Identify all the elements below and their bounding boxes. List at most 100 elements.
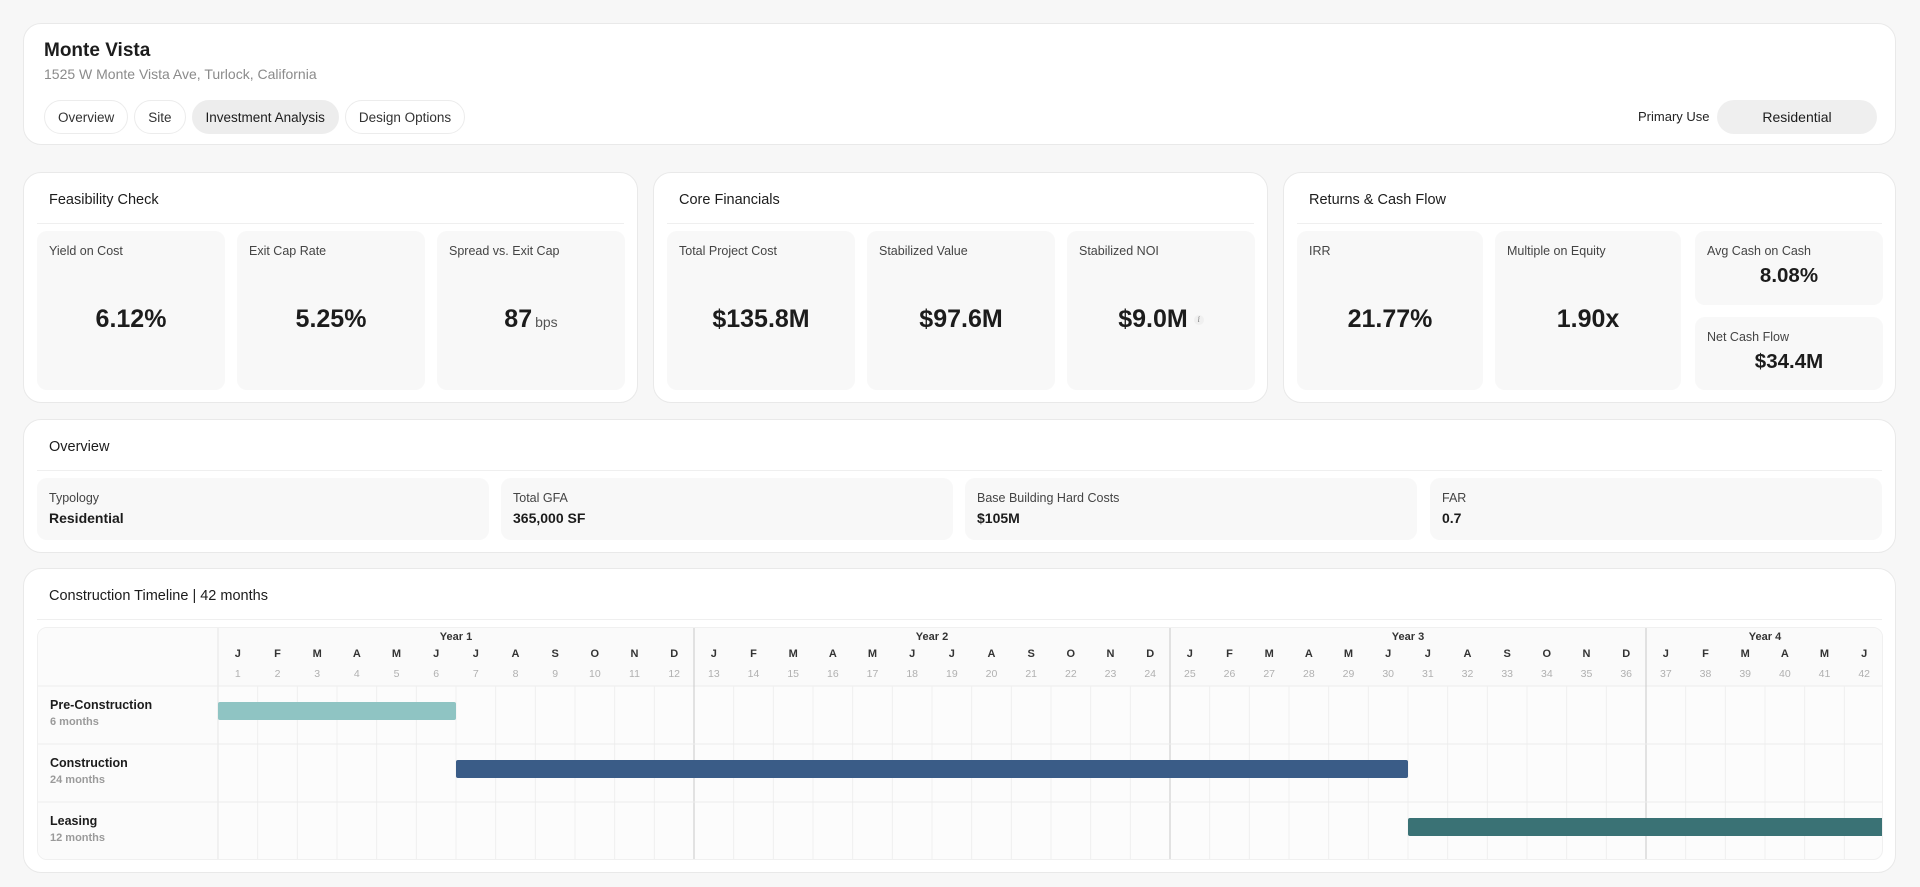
metric-value: $135.8M: [712, 305, 810, 333]
month-number: 41: [1819, 668, 1831, 680]
month-number: 23: [1105, 668, 1117, 680]
overview-tile-base-building-hard-costs: Base Building Hard Costs $105M: [965, 478, 1417, 540]
overview-tile-far: FAR 0.7: [1430, 478, 1882, 540]
month-number: 17: [867, 668, 879, 680]
info-icon[interactable]: i: [1193, 315, 1204, 326]
month-number: 16: [827, 668, 839, 680]
month-letter: M: [868, 648, 877, 660]
metric-value: 8.08%: [1759, 264, 1819, 287]
month-letter: A: [1781, 648, 1789, 660]
month-letter: J: [1663, 648, 1669, 660]
month-number: 21: [1025, 668, 1037, 680]
month-number: 18: [906, 668, 918, 680]
metric-value: 87: [504, 305, 533, 333]
phase-bar: [1408, 818, 1882, 836]
month-number: 33: [1501, 668, 1513, 680]
month-number: 27: [1263, 668, 1275, 680]
month-letter: M: [392, 648, 401, 660]
month-number: 29: [1343, 668, 1355, 680]
phase-bar: [218, 702, 456, 720]
month-letter: D: [670, 648, 678, 660]
tab-investment-analysis[interactable]: Investment Analysis: [191, 100, 339, 134]
project-title: Monte Vista: [44, 40, 151, 61]
month-number: 36: [1620, 668, 1632, 680]
month-number: 28: [1303, 668, 1315, 680]
month-letter: A: [829, 648, 837, 660]
tab-overview[interactable]: Overview: [44, 100, 129, 134]
month-letter: F: [1702, 648, 1709, 660]
month-letter: J: [949, 648, 955, 660]
month-number: 12: [668, 668, 680, 680]
phase-name: Pre-Construction: [50, 698, 152, 712]
month-number: 13: [708, 668, 720, 680]
phase-duration: 24 months: [50, 774, 105, 786]
phase-name: Leasing: [50, 814, 97, 828]
tab-bar: Overview Site Investment Analysis Design…: [44, 100, 466, 134]
metric-value: 6.12%: [95, 305, 167, 333]
header-bg: [218, 628, 1882, 686]
month-number: 8: [513, 668, 519, 680]
card-title: Core Financials: [679, 192, 780, 208]
tab-site[interactable]: Site: [134, 100, 186, 134]
metric-label: Avg Cash on Cash: [1707, 244, 1811, 258]
year-label: Year 3: [1392, 631, 1424, 643]
month-letter: F: [750, 648, 757, 660]
month-number: 31: [1422, 668, 1434, 680]
month-number: 32: [1462, 668, 1474, 680]
overview-value: 365,000 SF: [513, 510, 586, 526]
card-title: Returns & Cash Flow: [1309, 192, 1446, 208]
month-number: 9: [552, 668, 558, 680]
month-number: 24: [1144, 668, 1156, 680]
metric-label: Net Cash Flow: [1707, 330, 1789, 344]
month-letter: N: [1107, 648, 1115, 660]
metric-tile-multiple-on-equity: Multiple on Equity 1.90x: [1495, 231, 1681, 390]
month-number: 3: [314, 668, 320, 680]
overview-tile-typology: Typology Residential: [37, 478, 489, 540]
overview-label: FAR: [1442, 491, 1467, 505]
metric-value-group: 87 bps: [437, 305, 625, 334]
month-letter: A: [988, 648, 996, 660]
month-letter: D: [1622, 648, 1630, 660]
metric-tile-exit-cap-rate: Exit Cap Rate 5.25%: [237, 231, 425, 390]
month-number: 20: [986, 668, 998, 680]
metric-tile-irr: IRR 21.77%: [1297, 231, 1483, 390]
core-financials-card: Core Financials Total Project Cost $135.…: [653, 172, 1268, 403]
month-number: 34: [1541, 668, 1553, 680]
month-letter: J: [235, 648, 241, 660]
month-letter: D: [1146, 648, 1154, 660]
card-title: Feasibility Check: [49, 192, 159, 208]
month-number: 35: [1581, 668, 1593, 680]
month-letter: O: [591, 648, 600, 660]
month-number: 22: [1065, 668, 1077, 680]
project-address: 1525 W Monte Vista Ave, Turlock, Califor…: [44, 66, 317, 82]
overview-value: 0.7: [1442, 510, 1462, 526]
month-number: 7: [473, 668, 479, 680]
metric-tile-stabilized-value: Stabilized Value $97.6M: [867, 231, 1055, 390]
month-number: 4: [354, 668, 360, 680]
month-letter: J: [711, 648, 717, 660]
month-letter: N: [1583, 648, 1591, 660]
metric-value: 1.90x: [1556, 305, 1620, 333]
metric-value: $9.0M: [1118, 305, 1188, 333]
month-number: 30: [1382, 668, 1394, 680]
primary-use-select[interactable]: Residential: [1717, 100, 1877, 134]
month-letter: M: [313, 648, 322, 660]
month-number: 26: [1224, 668, 1236, 680]
project-header: Monte Vista 1525 W Monte Vista Ave, Turl…: [23, 23, 1896, 145]
month-letter: J: [1385, 648, 1391, 660]
month-number: 5: [394, 668, 400, 680]
metric-value: 5.25%: [295, 305, 367, 333]
month-number: 19: [946, 668, 958, 680]
gantt-chart: J 1 F 2 M 3 A 4 M 5 J 6 J 7 A 8 S 9 O 10 N 11 D 12 J 13 F 14 M 15 A 16 M…: [37, 627, 1883, 860]
tab-design-options[interactable]: Design Options: [344, 100, 466, 134]
month-letter: J: [1861, 648, 1867, 660]
month-letter: A: [512, 648, 520, 660]
month-letter: J: [473, 648, 479, 660]
month-letter: M: [1344, 648, 1353, 660]
feasibility-check-card: Feasibility Check Yield on Cost 6.12% Ex…: [23, 172, 638, 403]
year-label: Year 2: [916, 631, 948, 643]
month-letter: A: [1464, 648, 1472, 660]
month-number: 15: [787, 668, 799, 680]
divider: [37, 223, 624, 224]
metric-tile-stabilized-noi: Stabilized NOI $9.0M i: [1067, 231, 1255, 390]
